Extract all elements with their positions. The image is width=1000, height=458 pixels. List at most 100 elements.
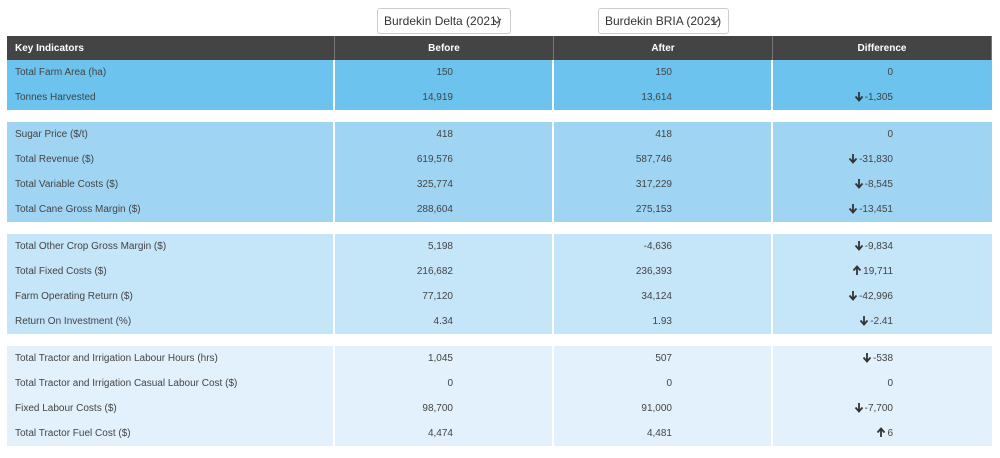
before-value: 4.34 (335, 309, 554, 334)
arrow-up-icon (876, 426, 886, 441)
group-spacer (7, 334, 992, 346)
after-value: 34,124 (554, 284, 773, 309)
table-row: Total Tractor Fuel Cost ($) 4,474 4,481 6 (7, 421, 992, 446)
after-value: 150 (554, 60, 773, 85)
before-value: 5,198 (335, 234, 554, 259)
chevron-down-icon (710, 18, 720, 24)
difference-value: -31,830 (859, 154, 893, 165)
before-value: 77,120 (335, 284, 554, 309)
table-row: Total Farm Area (ha) 150 150 0 (7, 60, 992, 85)
table-row: Sugar Price ($/t) 418 418 0 (7, 122, 992, 147)
difference-cell: 6 (773, 421, 992, 446)
table-row: Farm Operating Return ($) 77,120 34,124 -42… (7, 284, 992, 309)
indicator-label: Sugar Price ($/t) (7, 122, 335, 147)
difference-cell: -7,700 (773, 396, 992, 421)
arrow-down-icon (848, 203, 858, 217)
arrow-down-icon (854, 402, 864, 416)
indicator-group: Total Farm Area (ha) 150 150 0 Tonnes Harves… (7, 60, 992, 110)
after-value: 317,229 (554, 172, 773, 197)
table-header: Key Indicators Before After Difference (7, 36, 992, 60)
difference-cell: -42,996 (773, 284, 992, 309)
indicator-label: Return On Investment (%) (7, 309, 335, 334)
table-row: Total Cane Gross Margin ($) 288,604 275,15… (7, 197, 992, 222)
indicator-label: Total Farm Area (ha) (7, 60, 335, 85)
after-scenario-select[interactable]: Burdekin BRIA (2021) (598, 8, 729, 34)
indicator-label: Total Variable Costs ($) (7, 172, 335, 197)
before-value: 288,604 (335, 197, 554, 222)
before-value: 4,474 (335, 421, 554, 446)
before-value: 14,919 (335, 85, 554, 110)
header-after: After (554, 36, 773, 60)
before-value: 619,576 (335, 147, 554, 172)
after-scenario-value: Burdekin BRIA (2021) (605, 14, 722, 28)
arrow-down-icon (854, 91, 864, 105)
difference-cell: 19,711 (773, 259, 992, 284)
after-value: 587,746 (554, 147, 773, 172)
after-value: 4,481 (554, 421, 773, 446)
before-value: 98,700 (335, 396, 554, 421)
after-value: 507 (554, 346, 773, 371)
arrow-down-icon (854, 178, 864, 192)
before-value: 418 (335, 122, 554, 147)
difference-value: 6 (887, 428, 893, 439)
before-value: 0 (335, 371, 554, 396)
indicator-label: Total Revenue ($) (7, 147, 335, 172)
header-difference: Difference (773, 36, 992, 60)
after-value: 0 (554, 371, 773, 396)
arrow-down-icon (848, 290, 858, 304)
chevron-down-icon (492, 18, 502, 24)
difference-cell: 0 (773, 122, 992, 147)
difference-value: -42,996 (859, 291, 893, 302)
before-scenario-select[interactable]: Burdekin Delta (2021) (377, 8, 511, 34)
indicator-label: Total Other Crop Gross Margin ($) (7, 234, 335, 259)
difference-value: 0 (887, 129, 893, 140)
table-row: Total Revenue ($) 619,576 587,746 -31,830 (7, 147, 992, 172)
difference-value: -538 (872, 353, 893, 364)
header-key-indicators: Key Indicators (7, 36, 335, 60)
indicator-label: Total Tractor and Irrigation Labour Hour… (7, 346, 335, 371)
before-scenario-value: Burdekin Delta (2021) (384, 14, 501, 28)
indicator-label: Total Tractor Fuel Cost ($) (7, 421, 335, 446)
header-before: Before (335, 36, 554, 60)
group-spacer (7, 110, 992, 122)
after-value: -4,636 (554, 234, 773, 259)
difference-cell: -1,305 (773, 85, 992, 110)
before-value: 150 (335, 60, 554, 85)
table-row: Total Tractor and Irrigation Casual Labo… (7, 371, 992, 396)
table-row: Total Variable Costs ($) 325,774 317,229 -8… (7, 172, 992, 197)
indicator-label: Total Cane Gross Margin ($) (7, 197, 335, 222)
indicator-label: Tonnes Harvested (7, 85, 335, 110)
before-value: 325,774 (335, 172, 554, 197)
difference-value: -2.41 (870, 316, 893, 327)
before-value: 216,682 (335, 259, 554, 284)
indicator-group: Sugar Price ($/t) 418 418 0 Total Revenue ($… (7, 122, 992, 222)
difference-cell: -31,830 (773, 147, 992, 172)
difference-cell: -9,834 (773, 234, 992, 259)
after-value: 13,614 (554, 85, 773, 110)
difference-cell: -2.41 (773, 309, 992, 334)
table-row: Return On Investment (%) 4.34 1.93 -2.41 (7, 309, 992, 334)
difference-value: -13,451 (859, 204, 893, 215)
arrow-down-icon (859, 315, 869, 329)
difference-cell: -13,451 (773, 197, 992, 222)
after-value: 275,153 (554, 197, 773, 222)
after-value: 1.93 (554, 309, 773, 334)
table-row: Total Tractor and Irrigation Labour Hour… (7, 346, 992, 371)
indicator-label: Total Fixed Costs ($) (7, 259, 335, 284)
difference-cell: -8,545 (773, 172, 992, 197)
difference-value: 0 (887, 378, 893, 389)
arrow-down-icon (848, 153, 858, 167)
after-value: 236,393 (554, 259, 773, 284)
arrow-up-icon (852, 264, 862, 279)
indicator-label: Fixed Labour Costs ($) (7, 396, 335, 421)
indicator-label: Total Tractor and Irrigation Casual Labo… (7, 371, 335, 396)
difference-cell: -538 (773, 346, 992, 371)
indicator-label: Farm Operating Return ($) (7, 284, 335, 309)
before-value: 1,045 (335, 346, 554, 371)
difference-cell: 0 (773, 60, 992, 85)
after-value: 91,000 (554, 396, 773, 421)
difference-value: -7,700 (864, 403, 893, 414)
difference-cell: 0 (773, 371, 992, 396)
difference-value: 19,711 (863, 266, 893, 277)
after-value: 418 (554, 122, 773, 147)
